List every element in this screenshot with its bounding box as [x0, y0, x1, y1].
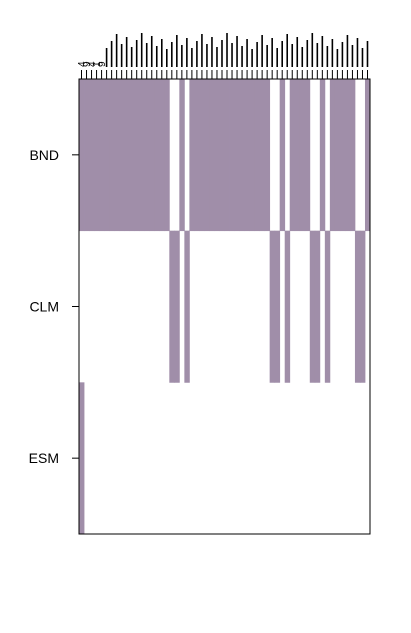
- heatmap-cell: [144, 79, 150, 232]
- heatmap-cell: [304, 79, 311, 232]
- heatmap-cell: [324, 230, 331, 383]
- heatmap-cell: [344, 79, 351, 232]
- heatmap-cell: [334, 79, 341, 232]
- heatmap-cell: [319, 79, 326, 232]
- heatmap-cell: [219, 79, 225, 232]
- heatmap-cell: [129, 79, 135, 232]
- heatmap-cell: [194, 79, 200, 232]
- heatmap-cell: [239, 79, 245, 232]
- heatmap-cell: [254, 79, 261, 232]
- x-tick-label: 9: [82, 61, 93, 67]
- heatmap-cell: [79, 79, 85, 232]
- heatmap-cell: [214, 79, 220, 232]
- heatmap-cell: [269, 230, 276, 383]
- heatmap-cell: [294, 79, 301, 232]
- heatmap-cell: [139, 79, 145, 232]
- x-tick-label: 1: [92, 61, 103, 67]
- heatmap-cell: [159, 79, 165, 232]
- heatmap-cell: [189, 79, 195, 232]
- x-tick-label: 4: [87, 61, 98, 67]
- heatmap-cell: [339, 79, 346, 232]
- heatmap-cell: [104, 79, 110, 232]
- heatmap-cell: [329, 79, 336, 232]
- heatmap-cell: [204, 79, 210, 232]
- heatmap-cell: [274, 230, 281, 383]
- y-axis: BND CLM ESM: [29, 147, 79, 466]
- heatmap-cell: [109, 79, 115, 232]
- heatmap-cell: [289, 79, 296, 232]
- heatmap-cell: [224, 79, 230, 232]
- heatmap-cell: [279, 79, 286, 232]
- heatmap-cell: [154, 79, 160, 232]
- heatmap-cell: [179, 79, 185, 232]
- heatmap-cell: [184, 230, 190, 383]
- heatmap-cell: [259, 79, 266, 232]
- heatmap-cell: [84, 79, 90, 232]
- plot-frame: [78, 78, 371, 535]
- heatmap-cells: [79, 79, 371, 535]
- heatmap-cell: [119, 79, 125, 232]
- heatmap-cell: [89, 79, 95, 232]
- heatmap-cell: [149, 79, 155, 232]
- heatmap-cell: [124, 79, 130, 232]
- heatmap-cell: [134, 79, 140, 232]
- heatmap-cell: [234, 79, 240, 232]
- y-tick-label: CLM: [29, 299, 59, 315]
- y-tick-label: ESM: [29, 450, 59, 466]
- heatmap-cell: [249, 79, 256, 232]
- heatmap-cell: [164, 79, 170, 232]
- x-tick-label: 4: [77, 61, 88, 67]
- heatmap-cell: [199, 79, 205, 232]
- heatmap-cell: [359, 230, 366, 383]
- heatmap-cell: [94, 79, 100, 232]
- heatmap-cell: [174, 230, 180, 383]
- heatmap-cell: [299, 79, 306, 232]
- heatmap-cell: [349, 79, 356, 232]
- x-tick-label: 9: [97, 61, 108, 67]
- heatmap-cell: [169, 230, 175, 383]
- heatmap-cell: [284, 230, 291, 383]
- heatmap-cell: [264, 79, 271, 232]
- heatmap-cell: [229, 79, 235, 232]
- heatmap-cell: [354, 230, 361, 383]
- y-tick-label: BND: [29, 147, 59, 163]
- heatmap-cell: [244, 79, 250, 232]
- heatmap-cell: [209, 79, 215, 232]
- heatmap-cell: [79, 382, 85, 535]
- heatmap-cell: [114, 79, 120, 232]
- heatmap-cell: [364, 79, 371, 232]
- heatmap-cell: [314, 230, 321, 383]
- heatmap-cell: [309, 230, 316, 383]
- heatmap-cell: [99, 79, 105, 232]
